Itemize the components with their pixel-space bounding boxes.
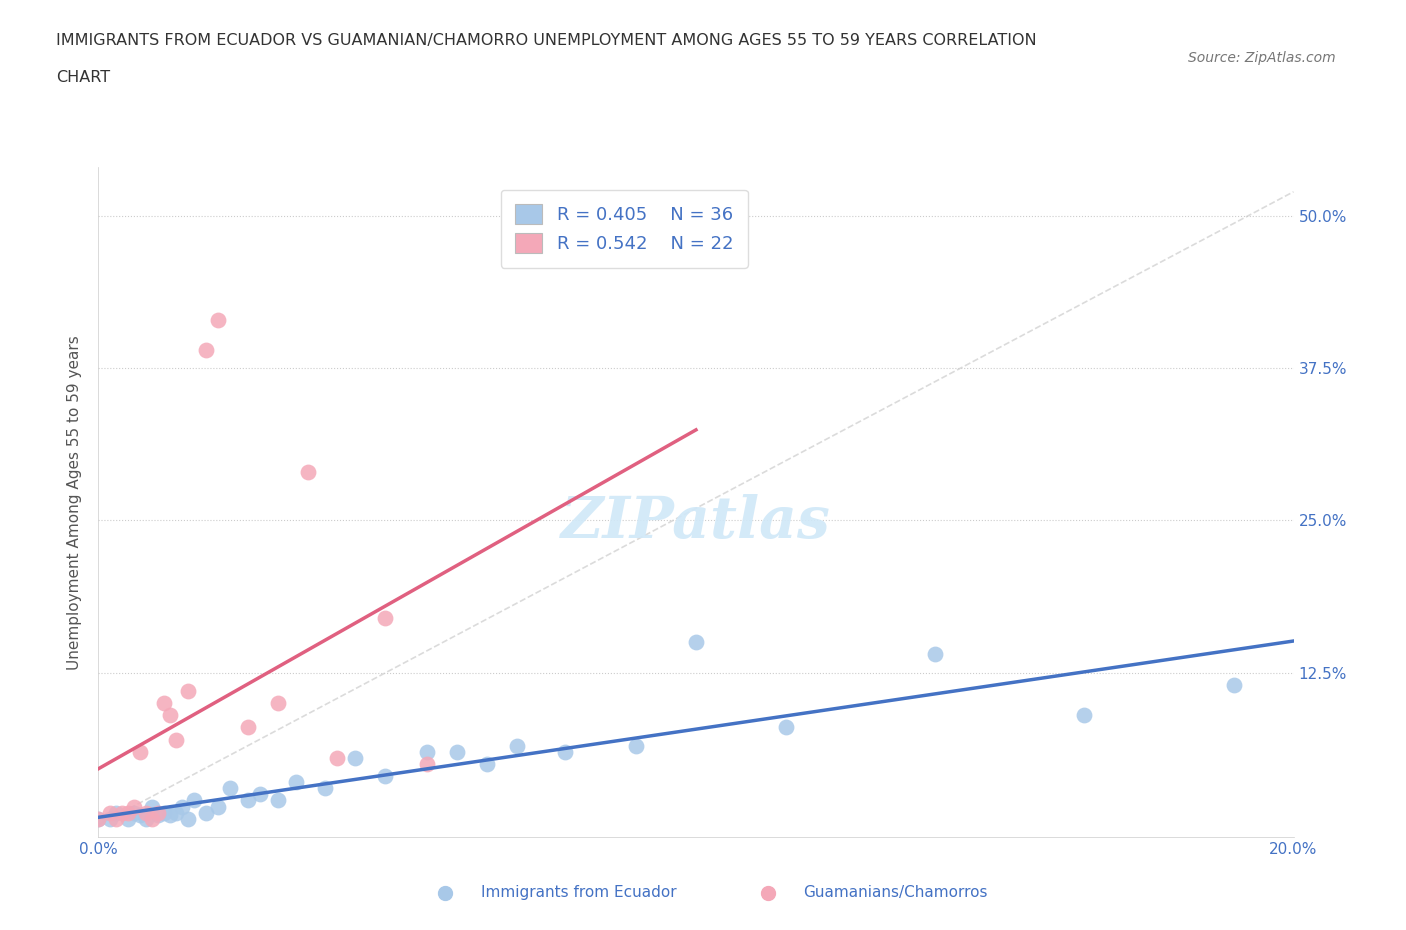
Point — [236, 793, 259, 808]
Point — [117, 805, 139, 820]
Point — [344, 751, 367, 765]
Point — [626, 738, 648, 753]
Point — [159, 708, 181, 723]
Point — [267, 793, 290, 808]
Point — [284, 775, 307, 790]
Point — [374, 769, 396, 784]
Text: Guamanians/Chamorros: Guamanians/Chamorros — [804, 885, 988, 900]
Point — [105, 805, 128, 820]
Point — [129, 807, 152, 822]
Point — [506, 738, 529, 753]
Text: CHART: CHART — [56, 70, 110, 85]
Point — [159, 807, 181, 822]
Point — [117, 811, 139, 826]
Point — [153, 805, 176, 820]
Point — [685, 635, 707, 650]
Y-axis label: Unemployment Among Ages 55 to 59 years: Unemployment Among Ages 55 to 59 years — [67, 335, 83, 670]
Point — [267, 696, 290, 711]
Point — [100, 805, 122, 820]
Point — [153, 696, 176, 711]
Point — [105, 811, 128, 826]
Point — [924, 647, 946, 662]
Point — [446, 744, 468, 759]
Point — [148, 805, 170, 820]
Point — [219, 781, 242, 796]
Point — [100, 811, 122, 826]
Text: Immigrants from Ecuador: Immigrants from Ecuador — [481, 885, 676, 900]
Point — [165, 805, 187, 820]
Legend: R = 0.405    N = 36, R = 0.542    N = 22: R = 0.405 N = 36, R = 0.542 N = 22 — [501, 190, 748, 268]
Point — [124, 805, 146, 820]
Point — [416, 744, 439, 759]
Point — [374, 610, 396, 625]
Point — [129, 744, 152, 759]
Point — [111, 805, 134, 820]
Point — [315, 781, 337, 796]
Point — [195, 342, 218, 357]
Point — [207, 799, 229, 814]
Point — [297, 464, 319, 479]
Point — [177, 811, 200, 826]
Point — [195, 805, 218, 820]
Point — [148, 807, 170, 822]
Point — [475, 756, 498, 771]
Point — [124, 799, 146, 814]
Point — [1073, 708, 1095, 723]
Point — [1223, 677, 1246, 692]
Point — [249, 787, 271, 802]
Text: IMMIGRANTS FROM ECUADOR VS GUAMANIAN/CHAMORRO UNEMPLOYMENT AMONG AGES 55 TO 59 Y: IMMIGRANTS FROM ECUADOR VS GUAMANIAN/CHA… — [56, 33, 1036, 47]
Point — [236, 720, 259, 735]
Point — [87, 811, 110, 826]
Point — [183, 793, 205, 808]
Text: Source: ZipAtlas.com: Source: ZipAtlas.com — [1188, 51, 1336, 65]
Point — [135, 805, 157, 820]
Point — [775, 720, 797, 735]
Point — [416, 756, 439, 771]
Point — [141, 811, 163, 826]
Point — [135, 811, 157, 826]
Point — [177, 684, 200, 698]
Point — [554, 744, 576, 759]
Point — [326, 751, 349, 765]
Point — [172, 799, 194, 814]
Point — [207, 312, 229, 327]
Point — [141, 799, 163, 814]
Point — [165, 732, 187, 747]
Text: ZIPatlas: ZIPatlas — [561, 494, 831, 551]
Point — [87, 811, 110, 826]
